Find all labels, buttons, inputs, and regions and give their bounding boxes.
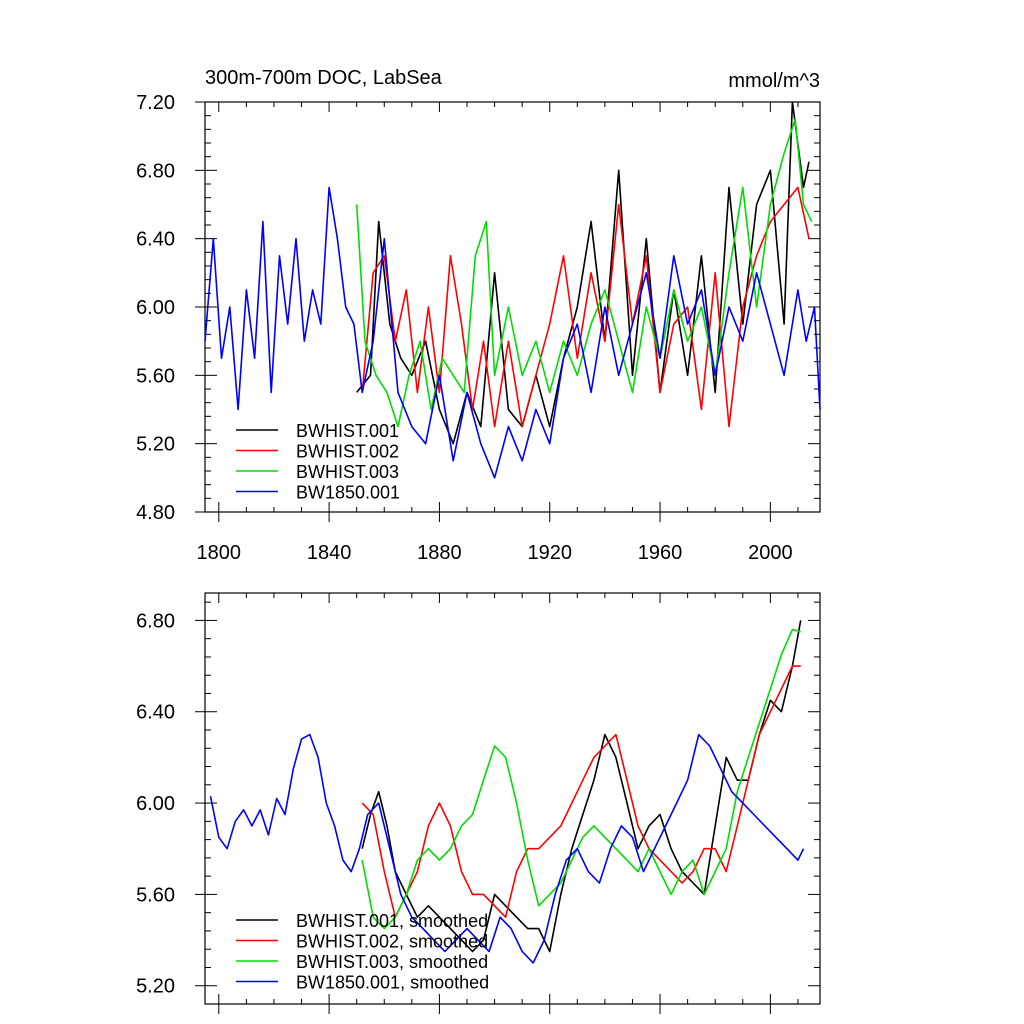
- x-tick-label: 1840: [307, 542, 352, 564]
- y-tick-label: 4.80: [136, 502, 175, 524]
- series-line-bwhist-003: [355, 118, 813, 428]
- units-label: mmol/m^3: [728, 70, 820, 92]
- y-tick-label: 6.00: [136, 793, 175, 815]
- x-tick-label: 1800: [197, 542, 242, 564]
- y-tick-label: 5.60: [136, 884, 175, 906]
- x-tick-label: 1920: [527, 542, 572, 564]
- legend-label: BWHIST.003, smoothed: [296, 952, 488, 972]
- series-line-bwhist-002: [361, 186, 810, 428]
- legend-label: BW1850.001, smoothed: [296, 973, 489, 993]
- y-tick-label: 7.20: [136, 92, 175, 114]
- y-tick-label: 6.80: [136, 160, 175, 182]
- series-line-bwhist-003-smoothed: [361, 628, 801, 930]
- legend-label: BWHIST.003: [296, 462, 399, 482]
- y-tick-label: 5.20: [136, 434, 175, 456]
- series-line-bwhist-001: [356, 101, 810, 445]
- chart-title: 300m-700m DOC, LabSea: [205, 67, 443, 89]
- y-tick-label: 6.40: [136, 702, 175, 724]
- series-line-bw1850-001: [204, 186, 821, 479]
- series-line-bwhist-002-smoothed: [361, 665, 801, 919]
- x-tick-label: 1880: [417, 542, 462, 564]
- legend-label: BWHIST.002: [296, 442, 399, 462]
- y-tick-label: 6.80: [136, 610, 175, 632]
- y-tick-label: 5.60: [136, 365, 175, 387]
- y-tick-label: 6.40: [136, 229, 175, 251]
- y-tick-label: 6.00: [136, 297, 175, 319]
- plot-frame-2: [204, 592, 821, 1005]
- x-tick-label: 1960: [638, 542, 683, 564]
- legend-label: BWHIST.001, smoothed: [296, 911, 488, 931]
- legend-label: BW1850.001: [296, 483, 400, 503]
- legend-label: BWHIST.002, smoothed: [296, 932, 488, 952]
- series-line-bwhist-001-smoothed: [361, 620, 802, 953]
- series-line-bw1850-001-smoothed: [209, 733, 805, 964]
- legend-label: BWHIST.001: [296, 421, 399, 441]
- x-tick-label: 2000: [748, 542, 793, 564]
- y-tick-label: 5.20: [136, 976, 175, 998]
